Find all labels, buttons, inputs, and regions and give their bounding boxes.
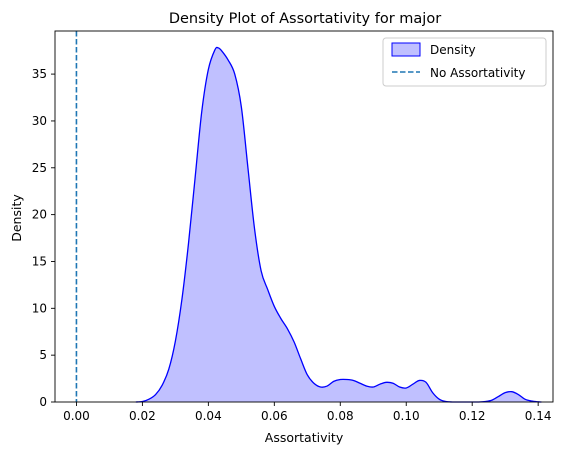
legend: Density No Assortativity [382, 37, 547, 87]
x-tick-label: 0.14 [525, 409, 552, 423]
legend-box [382, 37, 547, 87]
x-tick-label: 0.08 [327, 409, 354, 423]
y-tick-label: 35 [32, 67, 47, 81]
y-tick-label: 15 [32, 254, 47, 268]
y-tick-label: 5 [39, 348, 47, 362]
axes-frame [54, 30, 554, 403]
y-tick-label: 0 [39, 395, 47, 409]
y-tick-label: 30 [32, 114, 47, 128]
x-tick-label: 0.02 [129, 409, 156, 423]
legend-density-swatch [391, 42, 421, 57]
y-tick-label: 10 [32, 301, 47, 315]
y-tick-label: 20 [32, 208, 47, 222]
y-axis-label: Density [9, 194, 24, 242]
plot-area [54, 30, 554, 403]
x-axis: 0.00 0.02 0.04 0.06 0.08 0.10 0.12 0.14 [63, 402, 552, 423]
legend-density-label: Density [430, 43, 476, 57]
legend-no-assortativity-label: No Assortativity [430, 66, 525, 80]
x-tick-label: 0.10 [393, 409, 420, 423]
x-tick-label: 0.06 [261, 409, 288, 423]
density-area [135, 47, 542, 402]
y-axis: 0 5 10 15 20 25 30 35 [32, 67, 55, 409]
x-tick-label: 0.04 [195, 409, 222, 423]
x-tick-label: 0.00 [63, 409, 90, 423]
y-tick-label: 25 [32, 161, 47, 175]
x-axis-label: Assortativity [265, 430, 344, 445]
x-tick-label: 0.12 [459, 409, 486, 423]
chart-title: Density Plot of Assortativity for major [169, 11, 441, 27]
